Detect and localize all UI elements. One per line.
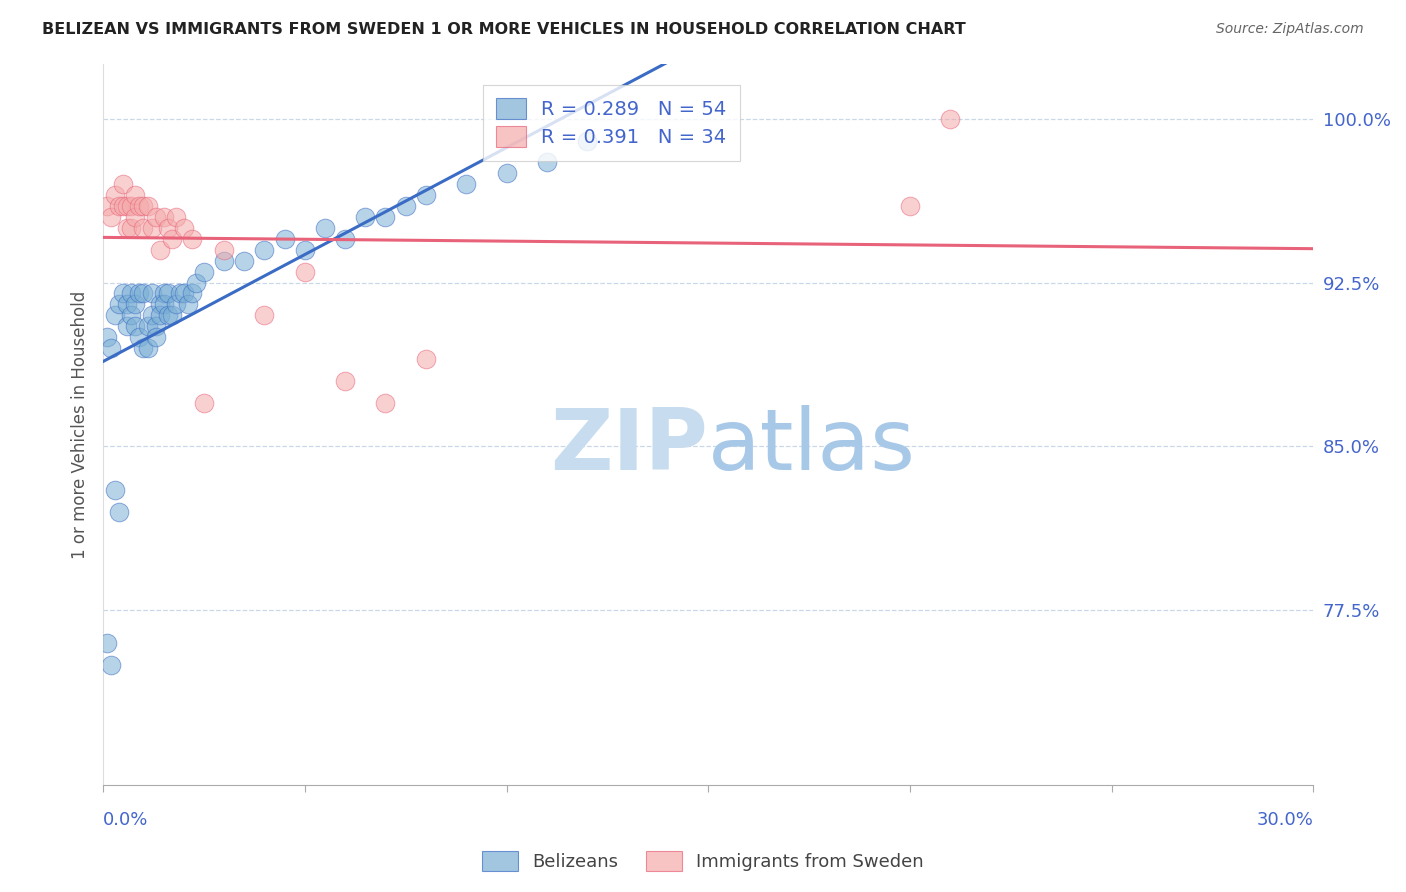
Point [576, 134, 599, 148]
Point [145, 319, 167, 334]
Point [136, 319, 159, 334]
Point [108, 297, 131, 311]
Point [212, 243, 235, 257]
Point [193, 264, 215, 278]
Point [180, 232, 202, 246]
Point [132, 341, 155, 355]
Point [117, 297, 139, 311]
Point [165, 210, 187, 224]
Legend: Belizeans, Immigrants from Sweden: Belizeans, Immigrants from Sweden [475, 844, 931, 879]
Point [169, 286, 191, 301]
Point [128, 286, 150, 301]
Point [145, 330, 167, 344]
Point [112, 199, 135, 213]
Point [898, 199, 921, 213]
Point [141, 308, 163, 322]
Point [120, 286, 142, 301]
Point [120, 220, 142, 235]
Point [152, 297, 174, 311]
Point [104, 308, 127, 322]
Point [149, 308, 172, 322]
Point [96, 330, 118, 344]
Point [495, 166, 517, 180]
Point [193, 395, 215, 409]
Point [108, 199, 131, 213]
Point [112, 178, 135, 192]
Text: atlas: atlas [709, 405, 917, 488]
Point [117, 199, 139, 213]
Point [333, 374, 356, 388]
Point [112, 286, 135, 301]
Point [96, 199, 118, 213]
Point [136, 341, 159, 355]
Point [253, 243, 276, 257]
Point [117, 319, 139, 334]
Text: BELIZEAN VS IMMIGRANTS FROM SWEDEN 1 OR MORE VEHICLES IN HOUSEHOLD CORRELATION C: BELIZEAN VS IMMIGRANTS FROM SWEDEN 1 OR … [42, 22, 966, 37]
Point [415, 351, 437, 366]
Point [132, 199, 155, 213]
Point [152, 286, 174, 301]
Point [120, 308, 142, 322]
Point [939, 112, 962, 126]
Text: Source: ZipAtlas.com: Source: ZipAtlas.com [1216, 22, 1364, 37]
Point [253, 308, 276, 322]
Point [132, 220, 155, 235]
Point [177, 297, 200, 311]
Point [395, 199, 418, 213]
Point [124, 210, 146, 224]
Point [173, 220, 195, 235]
Point [149, 243, 172, 257]
Point [141, 286, 163, 301]
Point [120, 199, 142, 213]
Point [100, 210, 122, 224]
Point [456, 178, 478, 192]
Point [104, 188, 127, 202]
Point [415, 188, 437, 202]
Text: 0.0%: 0.0% [103, 811, 149, 830]
Point [124, 188, 146, 202]
Point [160, 232, 183, 246]
Point [128, 330, 150, 344]
Point [149, 297, 172, 311]
Point [152, 210, 174, 224]
Point [314, 220, 336, 235]
Point [374, 210, 396, 224]
Point [156, 308, 179, 322]
Point [212, 253, 235, 268]
Legend: R = 0.289   N = 54, R = 0.391   N = 34: R = 0.289 N = 54, R = 0.391 N = 34 [482, 85, 740, 161]
Point [96, 636, 118, 650]
Point [165, 297, 187, 311]
Point [354, 210, 377, 224]
Point [184, 276, 207, 290]
Point [333, 232, 356, 246]
Point [117, 220, 139, 235]
Point [124, 297, 146, 311]
Point [273, 232, 295, 246]
Point [294, 243, 316, 257]
Point [100, 657, 122, 672]
Point [124, 319, 146, 334]
Y-axis label: 1 or more Vehicles in Household: 1 or more Vehicles in Household [72, 291, 89, 558]
Point [180, 286, 202, 301]
Point [104, 483, 127, 497]
Point [145, 210, 167, 224]
Text: 30.0%: 30.0% [1257, 811, 1313, 830]
Point [108, 505, 131, 519]
Point [536, 155, 558, 169]
Point [233, 253, 256, 268]
Point [128, 199, 150, 213]
Point [160, 308, 183, 322]
Point [374, 395, 396, 409]
Point [156, 220, 179, 235]
Point [100, 341, 122, 355]
Point [294, 264, 316, 278]
Point [132, 286, 155, 301]
Point [156, 286, 179, 301]
Point [136, 199, 159, 213]
Text: ZIP: ZIP [551, 405, 709, 488]
Point [141, 220, 163, 235]
Point [173, 286, 195, 301]
